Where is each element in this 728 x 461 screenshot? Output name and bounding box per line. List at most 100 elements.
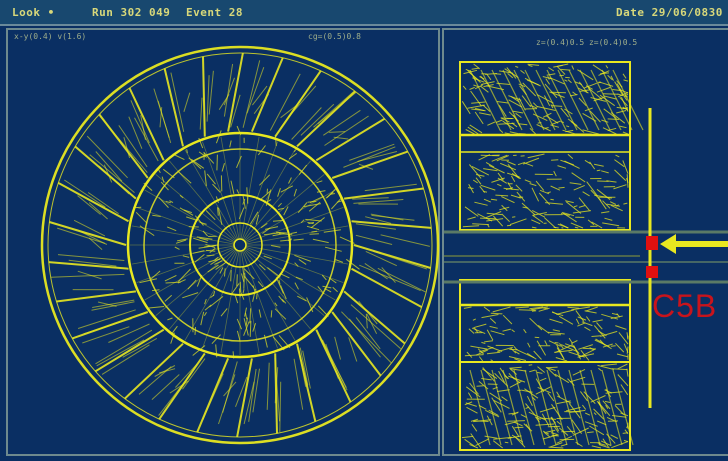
detector-hit-line bbox=[202, 250, 239, 349]
detector-hit-line bbox=[236, 358, 253, 438]
detector-hit-line bbox=[583, 82, 597, 89]
detector-hit-line bbox=[593, 163, 604, 167]
detector-hit-line bbox=[274, 135, 277, 147]
detector-hit-line bbox=[245, 245, 349, 265]
detector-hit-line bbox=[290, 231, 298, 235]
detector-hit-line bbox=[332, 286, 338, 293]
detector-hit-line bbox=[220, 136, 240, 240]
detector-hit-line bbox=[548, 446, 564, 449]
detector-hit-line bbox=[472, 318, 477, 321]
detector-hit-line bbox=[473, 63, 481, 70]
detector-hit-line bbox=[98, 165, 130, 195]
core-ring bbox=[217, 222, 263, 268]
detector-hit-line bbox=[243, 318, 249, 336]
detector-hit-line bbox=[532, 113, 548, 122]
detector-hit-line bbox=[236, 274, 238, 287]
detector-hit-line bbox=[319, 335, 347, 388]
detector-hit-line bbox=[462, 225, 480, 228]
detector-hit-line bbox=[279, 90, 308, 130]
detector-hit-line bbox=[77, 270, 102, 280]
detector-hit-line bbox=[230, 180, 235, 195]
detector-hit-line bbox=[288, 152, 297, 160]
detector-hit-line bbox=[515, 65, 519, 68]
detector-hit-line bbox=[341, 311, 392, 364]
detector-hit-line bbox=[471, 101, 486, 104]
detector-hit-line bbox=[544, 340, 548, 346]
rz-view-label: z=(0.4)0.5 z=(0.4)0.5 bbox=[536, 38, 638, 47]
detector-hit-line bbox=[526, 79, 539, 86]
detector-hit-line bbox=[470, 418, 479, 422]
detector-hit-line bbox=[172, 153, 185, 161]
detector-hit-line bbox=[535, 386, 552, 395]
detector-hit-line bbox=[493, 436, 513, 440]
detector-hit-line bbox=[515, 184, 523, 192]
detector-hit-line bbox=[252, 85, 268, 106]
detector-hit-line bbox=[511, 329, 515, 333]
detector-hit-line bbox=[587, 431, 594, 434]
detector-hit-line bbox=[512, 110, 524, 114]
detector-hit-line bbox=[514, 435, 526, 448]
detector-hit-line bbox=[471, 67, 480, 70]
detector-hit-line bbox=[164, 294, 173, 302]
detector-hit-line bbox=[331, 150, 409, 179]
detector-hit-line bbox=[128, 87, 165, 161]
detector-hit-line bbox=[92, 299, 135, 308]
detector-hit-line bbox=[496, 101, 509, 104]
tracker-hits bbox=[130, 125, 360, 359]
detector-hit-line bbox=[307, 200, 317, 203]
detector-hit-line bbox=[288, 85, 317, 117]
detector-hit-line bbox=[467, 126, 479, 135]
module-id-label: C5B bbox=[652, 288, 718, 324]
detector-hit-line bbox=[298, 258, 307, 265]
detector-hit-line bbox=[316, 190, 326, 193]
detector-hit-line bbox=[461, 101, 471, 115]
detector-hit-line bbox=[556, 347, 565, 359]
detector-hit-line bbox=[622, 106, 629, 111]
detector-hit-line bbox=[325, 191, 334, 199]
detector-hit-line bbox=[572, 210, 592, 214]
detector-hit-line bbox=[169, 380, 189, 394]
detector-hit-line bbox=[307, 221, 314, 225]
detector-hit-line bbox=[144, 189, 235, 243]
detector-hit-line bbox=[224, 268, 226, 277]
detector-hit-line bbox=[468, 328, 475, 334]
detector-hit-line bbox=[204, 304, 212, 311]
detector-hit-line bbox=[565, 200, 574, 204]
detector-hit-line bbox=[567, 153, 574, 159]
detector-hit-line bbox=[486, 329, 494, 341]
detector-hit-line bbox=[171, 325, 178, 334]
detector-hit-line bbox=[206, 75, 210, 122]
detector-hit-line bbox=[306, 297, 314, 313]
detector-hit-line bbox=[366, 313, 378, 335]
detector-hit-line bbox=[293, 238, 304, 241]
detector-hit-line bbox=[579, 391, 588, 402]
detector-hit-line bbox=[483, 306, 491, 312]
inner-ring bbox=[189, 194, 291, 296]
detector-hit-line bbox=[136, 207, 235, 244]
detector-hit-line bbox=[562, 129, 576, 135]
detector-hit-line bbox=[260, 222, 268, 229]
detector-hit-line bbox=[471, 165, 490, 176]
detector-hit-line bbox=[571, 65, 575, 70]
detector-hit-line bbox=[353, 199, 404, 204]
detector-hit-line bbox=[220, 308, 228, 317]
detector-hit-line bbox=[143, 182, 153, 191]
detector-hit-line bbox=[535, 369, 557, 446]
detector-hit-line bbox=[509, 380, 522, 388]
detector-hit-line bbox=[617, 363, 628, 370]
detector-hit-line bbox=[502, 328, 512, 332]
detector-hit-line bbox=[175, 363, 198, 388]
detector-hit-line bbox=[467, 104, 485, 109]
detector-hit-line bbox=[252, 368, 260, 413]
detector-hit-line bbox=[618, 332, 629, 345]
detector-hit-line bbox=[578, 81, 588, 94]
detector-hit-line bbox=[495, 194, 509, 197]
detector-hit-line bbox=[488, 164, 505, 174]
detector-hit-line bbox=[551, 404, 563, 421]
detector-hit-line bbox=[242, 149, 296, 240]
detector-hit-line bbox=[317, 285, 325, 295]
detector-hit-line bbox=[510, 175, 516, 183]
look-menu[interactable]: Look • bbox=[12, 6, 55, 19]
detector-hit-line bbox=[351, 267, 423, 308]
detector-hit-line bbox=[466, 406, 478, 414]
